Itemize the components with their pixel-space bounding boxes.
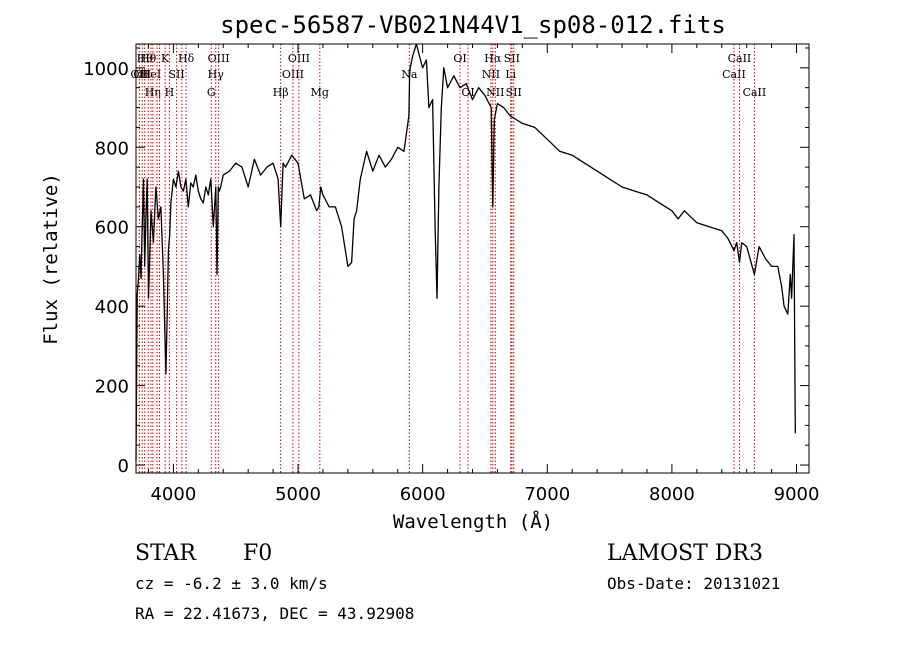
x-tick-label: 8000 (649, 484, 695, 505)
y-tick-label: 800 (95, 138, 129, 159)
line-marker-label: OIII (208, 52, 230, 65)
line-marker-label: NII (482, 68, 500, 81)
line-marker-label: NII (486, 86, 504, 99)
line-marker-label: Hα (484, 52, 502, 65)
y-tick-label: 200 (95, 377, 129, 398)
x-tick-label: 6000 (400, 484, 446, 505)
line-marker-label: SII (169, 68, 185, 81)
y-tick-label: 0 (118, 456, 129, 477)
line-marker-label: OII (131, 68, 149, 81)
line-marker-label: OIII (282, 68, 304, 81)
spectrum-line (135, 43, 796, 462)
line-marker-label: H (165, 86, 175, 99)
y-axis-label: Flux (relative) (40, 173, 62, 345)
line-marker-label: Hη (145, 86, 161, 99)
subclass: F0 (243, 541, 273, 566)
y-tick-label: 600 (95, 218, 129, 239)
obs-date: Obs-Date: 20131021 (607, 574, 781, 593)
spectral-line-markers: OIIOIIHθHθHeIHηKHSIIHδGHγOIIIHβOIIIOIIIM… (131, 44, 767, 473)
line-marker-label: G (207, 86, 216, 99)
x-tick-label: 7000 (524, 484, 570, 505)
y-tick-label: 400 (95, 297, 129, 318)
line-marker-label: OII (133, 68, 151, 81)
plot-frame (135, 43, 810, 474)
line-marker-label: Mg (311, 86, 329, 99)
coordinates: RA = 22.41673, DEC = 43.92908 (135, 604, 415, 623)
line-marker-label: K (161, 52, 170, 65)
x-tick-label: 4000 (150, 484, 196, 505)
line-marker-label: Li (505, 68, 516, 81)
x-tick-label: 5000 (275, 484, 321, 505)
line-marker-label: SII (504, 52, 520, 65)
line-marker-label: HeI (141, 68, 161, 81)
line-marker-label: CaII (743, 86, 767, 99)
line-marker-label: CaII (722, 68, 746, 81)
line-marker-label: Hδ (178, 52, 195, 65)
line-marker-label: OI (453, 52, 466, 65)
line-marker-label: Hθ (137, 52, 154, 65)
spectrum-series (135, 43, 796, 462)
axes: 4000 5000 6000 7000 8000 9000 0 200 400 600 800 100… (83, 44, 819, 505)
line-marker-label: SII (506, 86, 522, 99)
chart-title: spec-56587-VB021N44V1_sp08-012.fits (220, 11, 726, 39)
line-marker-label: CaII (728, 52, 752, 65)
y-tick-label: 1000 (83, 59, 129, 80)
x-tick-label: 9000 (774, 484, 820, 505)
redshift-cz: cz = -6.2 ± 3.0 km/s (135, 574, 328, 593)
line-marker-label: Hθ (140, 52, 157, 65)
survey-name: LAMOST DR3 (607, 541, 763, 566)
x-axis-label: Wavelength (Å) (393, 510, 553, 533)
line-marker-label: OIII (288, 52, 310, 65)
object-class: STAR (135, 541, 196, 566)
line-marker-label: Hγ (208, 68, 225, 81)
line-marker-label: Hβ (273, 86, 289, 99)
